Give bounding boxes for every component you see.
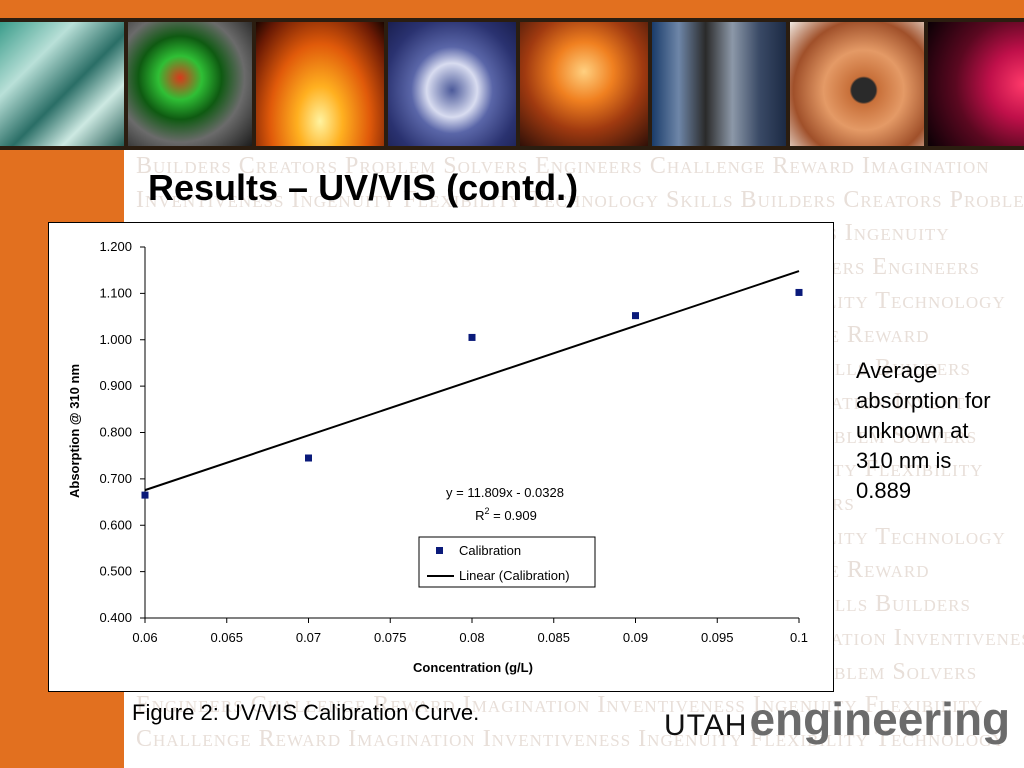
logo-engineering-text: engineering — [749, 693, 1011, 745]
y-tick-label: 0.400 — [99, 610, 132, 625]
r-squared-exponent: 2 — [485, 506, 490, 516]
legend-box — [418, 536, 596, 588]
y-tick-label: 0.900 — [99, 378, 132, 393]
watermark-line: Engineers Challenge Reward Imagination I… — [136, 692, 984, 719]
circuit-photo — [0, 22, 124, 146]
watermark-line: Builders Creators Problem Solvers Engine… — [136, 153, 990, 179]
legend-marker-calibration — [436, 547, 443, 554]
x-tick-label: 0.075 — [374, 630, 407, 645]
y-tick-label: 0.800 — [99, 425, 132, 440]
industrial-plant-photo — [652, 22, 786, 146]
y-axis-title: Absorption @ 310 nm — [67, 364, 82, 498]
y-tick-label: 1.200 — [99, 239, 132, 254]
furnace-photo — [520, 22, 648, 146]
unknown-absorption-note: Average absorption for unknown at 310 nm… — [856, 358, 991, 503]
x-tick-label: 0.095 — [701, 630, 734, 645]
linear-trendline — [144, 270, 800, 492]
brain-scan-photo — [128, 22, 252, 146]
trendline-equation: y = 11.809x - 0.0328 — [446, 485, 564, 500]
calibration-data-point — [305, 454, 312, 462]
top-accent-bar — [0, 0, 1024, 18]
x-tick-label: 0.09 — [623, 630, 648, 645]
calibration-data-point — [795, 288, 803, 296]
y-tick-label: 0.700 — [99, 471, 132, 486]
logo-utah-text: UTAH — [664, 709, 748, 742]
slide-title: Results – UV/VIS (contd.) — [148, 167, 579, 208]
watermark-line: Inventiveness Ingenuity Flexibility Tech… — [136, 186, 1024, 213]
legend-label-linear: Linear (Calibration) — [459, 568, 570, 583]
figure-caption: Figure 2: UV/VIS Calibration Curve. — [132, 700, 480, 725]
r-squared-symbol: R — [475, 508, 484, 523]
y-tick-label: 0.600 — [99, 517, 132, 532]
watermark-line: Challenge Reward Imagination Inventivene… — [136, 725, 1006, 752]
penny-chip-photo — [790, 22, 924, 146]
x-axis-title: Concentration (g/L) — [413, 660, 533, 675]
utah-engineering-logo: UTAHengineering — [664, 692, 1010, 746]
header-photo-strip — [0, 18, 1024, 150]
calibration-chart: 1.200 1.100 1.000 0.900 0.800 0.700 0.600 0.500… — [48, 222, 834, 692]
calibration-data-point — [468, 333, 476, 341]
legend-label-calibration: Calibration — [459, 543, 521, 558]
x-tick-label: 0.1 — [790, 630, 808, 645]
y-tick-label: 1.100 — [99, 285, 132, 300]
x-tick-label: 0.07 — [296, 630, 321, 645]
chart-legend: Calibration Linear (Calibration) — [418, 536, 596, 588]
r-squared-value: = 0.909 — [490, 508, 537, 523]
micro-gear-photo — [388, 22, 516, 146]
x-tick-label: 0.08 — [459, 630, 484, 645]
x-tick-label: 0.085 — [537, 630, 570, 645]
plasma-photo — [928, 22, 1024, 146]
flames-photo — [256, 22, 384, 146]
y-tick-label: 0.500 — [99, 564, 132, 579]
x-tick-label: 0.06 — [132, 630, 157, 645]
trendline-r-squared: R2 = 0.909 — [475, 506, 537, 523]
calibration-data-point — [632, 312, 639, 320]
chart-svg: 1.200 1.100 1.000 0.900 0.800 0.700 0.600 0.500… — [67, 239, 808, 675]
y-tick-label: 1.000 — [99, 332, 132, 347]
x-tick-label: 0.065 — [210, 630, 243, 645]
calibration-data-point — [141, 491, 149, 499]
